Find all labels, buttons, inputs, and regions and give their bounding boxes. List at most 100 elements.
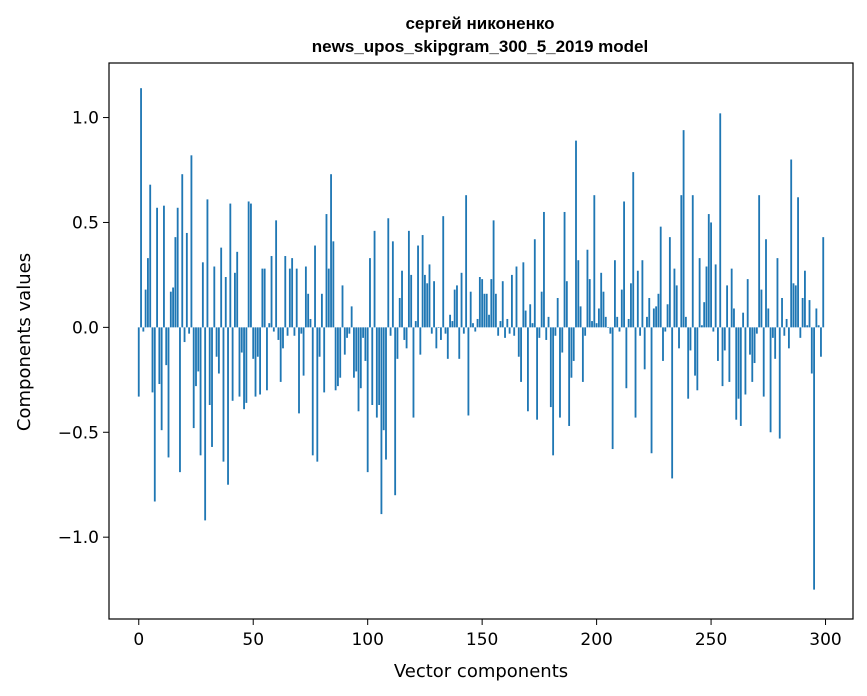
bar-267 bbox=[749, 327, 751, 355]
bar-225 bbox=[652, 308, 655, 328]
bar-187 bbox=[565, 281, 568, 328]
bar-190 bbox=[572, 327, 575, 361]
bar-251 bbox=[712, 327, 715, 332]
bar-268 bbox=[751, 327, 754, 382]
bar-97 bbox=[359, 327, 362, 389]
bar-284 bbox=[787, 327, 790, 349]
bar-199 bbox=[593, 195, 596, 328]
bar-285 bbox=[790, 159, 793, 328]
bar-117 bbox=[405, 327, 408, 349]
y-tick-label: 1.0 bbox=[72, 109, 99, 129]
bar-182 bbox=[554, 327, 557, 336]
bar-244 bbox=[696, 327, 699, 391]
bar-236 bbox=[678, 327, 680, 349]
bar-178 bbox=[545, 327, 548, 340]
bar-130 bbox=[435, 327, 438, 349]
bar-107 bbox=[382, 327, 385, 431]
bar-255 bbox=[721, 327, 724, 387]
bar-98 bbox=[362, 327, 365, 338]
bar-39 bbox=[227, 327, 229, 485]
bar-8 bbox=[156, 207, 158, 328]
bar-291 bbox=[804, 270, 806, 328]
bar-21 bbox=[185, 232, 188, 328]
x-axis-label: Vector components bbox=[394, 661, 568, 682]
bar-69 bbox=[295, 268, 298, 328]
bar-234 bbox=[673, 268, 676, 328]
y-axis-ticks: −1.0 −0.5 0.0 0.5 1.0 bbox=[58, 109, 109, 548]
bar-111 bbox=[391, 241, 394, 328]
bar-112 bbox=[394, 327, 397, 496]
bar-43 bbox=[236, 251, 239, 328]
bar-67 bbox=[291, 258, 294, 328]
bar-141 bbox=[460, 272, 463, 328]
bar-113 bbox=[396, 327, 399, 359]
bar-256 bbox=[723, 327, 726, 351]
bar-57 bbox=[268, 323, 271, 328]
bar-81 bbox=[323, 327, 326, 393]
bar-7 bbox=[153, 327, 156, 502]
bar-66 bbox=[288, 268, 291, 328]
bar-296 bbox=[815, 308, 818, 328]
bar-298 bbox=[820, 327, 822, 357]
x-tick-label: 200 bbox=[580, 630, 612, 650]
bar-276 bbox=[769, 327, 772, 433]
bar-37 bbox=[222, 327, 225, 462]
bar-241 bbox=[689, 327, 692, 351]
bar-18 bbox=[179, 327, 181, 473]
bar-247 bbox=[703, 302, 706, 328]
bar-46 bbox=[243, 327, 245, 410]
bar-257 bbox=[726, 285, 729, 328]
bar-93 bbox=[350, 306, 353, 328]
bar-115 bbox=[401, 270, 403, 328]
bar-295 bbox=[813, 327, 815, 590]
bar-227 bbox=[657, 293, 660, 328]
bar-154 bbox=[490, 279, 493, 328]
x-tick-label: 150 bbox=[466, 630, 498, 650]
bar-237 bbox=[680, 195, 683, 328]
bar-239 bbox=[684, 316, 687, 328]
bar-73 bbox=[304, 266, 307, 328]
y-tick-label: 0.0 bbox=[72, 318, 99, 338]
bar-22 bbox=[188, 327, 191, 334]
bar-71 bbox=[300, 327, 303, 334]
bar-174 bbox=[536, 327, 538, 420]
bar-52 bbox=[256, 327, 259, 357]
bar-200 bbox=[595, 323, 598, 328]
bar-242 bbox=[691, 195, 694, 328]
bar-278 bbox=[774, 327, 777, 359]
bar-114 bbox=[398, 297, 401, 328]
bar-77 bbox=[314, 245, 316, 328]
bar-158 bbox=[499, 321, 502, 328]
bar-153 bbox=[488, 314, 490, 328]
bar-169 bbox=[524, 310, 527, 328]
bar-205 bbox=[607, 327, 609, 328]
bar-157 bbox=[497, 327, 500, 336]
bar-133 bbox=[442, 216, 445, 328]
bar-164 bbox=[513, 327, 516, 336]
bar-55 bbox=[263, 268, 266, 328]
bar-207 bbox=[611, 327, 614, 450]
bar-230 bbox=[664, 327, 667, 332]
bar-260 bbox=[733, 308, 735, 328]
bar-49 bbox=[250, 203, 252, 328]
bar-290 bbox=[801, 297, 804, 328]
bar-48 bbox=[247, 201, 250, 328]
chart-title: сергей никоненко bbox=[405, 14, 554, 33]
bar-11 bbox=[163, 205, 165, 328]
x-axis-ticks: 0 50 100 150 200 250 300 bbox=[133, 619, 842, 650]
bar-80 bbox=[320, 293, 323, 328]
bar-195 bbox=[584, 327, 587, 336]
bar-155 bbox=[492, 220, 495, 328]
bar-250 bbox=[710, 222, 712, 328]
bar-160 bbox=[504, 327, 506, 338]
bar-19 bbox=[181, 174, 184, 328]
bar-214 bbox=[627, 318, 630, 328]
bar-162 bbox=[508, 327, 511, 334]
bar-297 bbox=[817, 325, 820, 328]
bar-294 bbox=[810, 327, 813, 374]
bar-143 bbox=[465, 195, 468, 328]
bar-176 bbox=[540, 291, 543, 328]
bar-261 bbox=[735, 327, 738, 420]
bar-102 bbox=[371, 327, 374, 405]
